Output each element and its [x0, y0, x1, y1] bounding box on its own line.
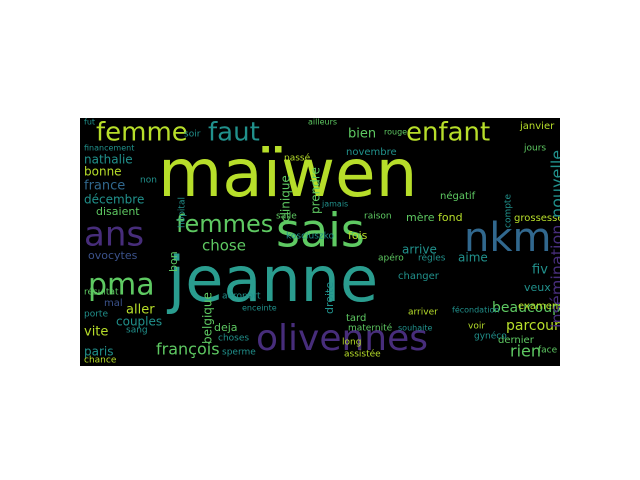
- word: bon: [167, 251, 180, 272]
- word: parcours: [506, 318, 560, 334]
- word: kosciuszko: [286, 232, 335, 242]
- word: porte: [84, 310, 108, 320]
- word: soir: [184, 130, 201, 140]
- word: jeanne: [166, 243, 378, 316]
- word: rouge: [384, 128, 407, 137]
- word: passé: [284, 153, 311, 164]
- word: hôpital: [177, 197, 188, 228]
- word: prendre: [309, 167, 323, 214]
- word: deja: [214, 321, 238, 334]
- word: sperme: [222, 348, 256, 358]
- word: salle: [276, 212, 297, 222]
- word: aime: [458, 251, 488, 265]
- word: vite: [84, 325, 108, 340]
- word: disaient: [96, 205, 140, 218]
- cloud-background: [80, 118, 560, 366]
- word: arriver: [408, 308, 438, 318]
- word: droite: [323, 282, 336, 314]
- word: rien: [510, 342, 541, 361]
- word: femmes: [176, 210, 273, 238]
- word: janvier: [519, 121, 555, 132]
- word: olivennes: [256, 318, 428, 359]
- word: bonne: [84, 165, 122, 179]
- word: veux: [524, 281, 551, 294]
- word: fécondation: [452, 305, 499, 315]
- word: sais: [276, 204, 365, 258]
- word: maïwen: [158, 135, 418, 212]
- word-cloud: maïwen jeanne sais nkm olivennes femme f…: [80, 118, 560, 366]
- word: pma: [88, 268, 155, 303]
- word: grossesse: [514, 213, 560, 224]
- word: novembre: [346, 147, 397, 158]
- word: jamais: [321, 200, 348, 209]
- word: bien: [348, 127, 376, 142]
- word: belgique: [201, 292, 215, 344]
- word: souhaite: [398, 324, 432, 333]
- word: ans: [84, 215, 144, 255]
- word: gynéco: [474, 331, 507, 342]
- word: décembre: [84, 193, 144, 207]
- word: choses: [218, 334, 249, 344]
- word: tard: [346, 313, 366, 324]
- word: assistée: [344, 349, 381, 360]
- word: examens: [518, 301, 560, 312]
- word: ovocytes: [88, 249, 138, 262]
- word: résultat: [84, 287, 119, 298]
- word: long: [342, 338, 361, 348]
- word: chose: [202, 237, 246, 255]
- word: maternité: [348, 323, 393, 334]
- word: face: [538, 346, 558, 356]
- word: apéro: [378, 253, 404, 264]
- word: fond: [438, 211, 463, 224]
- word: enfant: [406, 118, 490, 148]
- word: négatif: [440, 190, 476, 202]
- word: compte: [504, 194, 514, 228]
- word: changer: [398, 271, 440, 282]
- word: enceinte: [242, 304, 277, 313]
- word: ailleurs: [308, 118, 337, 127]
- word: financement: [84, 144, 134, 153]
- word: voir: [468, 322, 485, 332]
- word: aller: [126, 303, 155, 318]
- word: chance: [84, 356, 117, 366]
- word: sang: [126, 326, 148, 336]
- word: nouvelle: [548, 150, 561, 218]
- word: clinique: [279, 175, 293, 222]
- word: paris: [84, 345, 114, 359]
- word: faut: [208, 118, 260, 148]
- word: françois: [156, 340, 220, 359]
- word: mal: [104, 298, 123, 309]
- word: dernier: [498, 335, 535, 346]
- word: fois: [348, 229, 368, 242]
- word: mère: [406, 211, 435, 224]
- word: non: [140, 176, 157, 186]
- word: raison: [364, 212, 392, 222]
- word: nathalie: [84, 153, 133, 167]
- word: fiv: [532, 263, 548, 278]
- word: beaucoup: [492, 300, 560, 316]
- word: arrive: [402, 243, 437, 257]
- word: fut: [84, 118, 95, 127]
- word: nkm: [464, 215, 551, 261]
- word-cloud-canvas: maïwen jeanne sais nkm olivennes femme f…: [80, 118, 560, 366]
- word: france: [84, 179, 125, 194]
- word: aéroport: [222, 291, 261, 302]
- word: règles: [418, 253, 446, 264]
- word: femme: [96, 118, 188, 148]
- word: jours: [523, 144, 546, 154]
- word: insémination: [548, 225, 561, 328]
- word: couples: [116, 315, 162, 329]
